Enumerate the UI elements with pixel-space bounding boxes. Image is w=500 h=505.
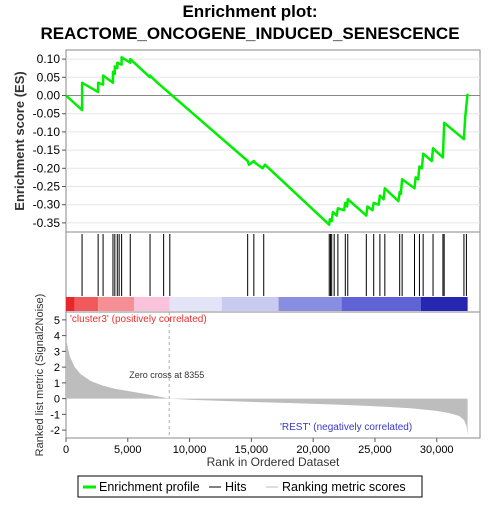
metric-panel-frame: [65, 311, 481, 439]
positive-correlation-label: 'cluster3' (positively correlated): [70, 314, 207, 325]
es-y-tick-label: -0.25: [33, 180, 61, 194]
legend: Enrichment profile Hits Ranking metric s…: [77, 475, 423, 498]
metric-y-tick-label: -2: [50, 425, 60, 437]
metric-y-tick-label: 2: [54, 362, 60, 374]
legend-metric-label: Ranking metric scores: [282, 480, 406, 494]
es-y-ticks: 0.10 0.05 0.00 -0.05 -0.10 -0.15 -0.20 -0.25 -0.…: [33, 52, 66, 230]
color-bar-segment: [420, 297, 468, 311]
es-y-tick-label: -0.35: [33, 216, 61, 230]
metric-y-tick-label: 1: [54, 378, 60, 390]
metric-panel: Zero cross at 8355 'cluster3' (positivel…: [34, 294, 481, 457]
metric-y-tick-label: 3: [54, 346, 60, 358]
color-bar-segment: [133, 297, 170, 311]
color-bar-segment: [221, 297, 279, 311]
color-bar-segment: [98, 297, 134, 311]
chart-title-line1: Enrichment plot:: [182, 2, 317, 21]
chart-title-line2: REACTOME_ONCOGENE_INDUCED_SENESCENCE: [40, 24, 459, 43]
x-tick-label: 10,000: [173, 444, 207, 456]
metric-y-tick-label: 4: [54, 331, 60, 343]
color-bar-segment: [66, 297, 75, 311]
color-bar-segment: [74, 297, 99, 311]
es-y-tick-label: 0.00: [37, 89, 61, 103]
es-gridlines: [66, 58, 480, 224]
x-tick-label: 30,000: [420, 444, 454, 456]
x-tick-label: 15,000: [235, 444, 269, 456]
color-bar-segment: [278, 297, 342, 311]
color-bar-segment: [341, 297, 421, 311]
es-panel-frame: [65, 49, 481, 233]
x-tick-label: 0: [63, 444, 69, 456]
es-y-tick-label: -0.30: [33, 198, 61, 212]
metric-y-tick-label: -1: [50, 409, 60, 421]
metric-y-axis-label: Ranked list metric (Signal2Noise): [34, 294, 46, 457]
hits-panel: [65, 231, 481, 313]
negative-correlation-label: 'REST' (negatively correlated): [280, 422, 412, 433]
es-y-tick-label: 0.05: [37, 70, 61, 84]
rank-color-bar: [66, 297, 468, 311]
legend-enrichment-label: Enrichment profile: [99, 480, 200, 494]
metric-y-tick-label: 5: [54, 315, 60, 327]
legend-box: [77, 475, 423, 498]
legend-hits-label: Hits: [225, 480, 247, 494]
es-y-tick-label: -0.15: [33, 143, 61, 157]
x-axis-label: Rank in Ordered Dataset: [207, 455, 340, 469]
es-y-tick-label: -0.05: [33, 107, 61, 121]
x-tick-label: 25,000: [358, 444, 392, 456]
es-y-tick-label: 0.10: [37, 52, 61, 66]
color-bar-segment: [169, 297, 222, 311]
zero-cross-label: Zero cross at 8355: [129, 370, 204, 380]
es-y-tick-label: -0.20: [33, 161, 61, 175]
es-panel: 0.10 0.05 0.00 -0.05 -0.10 -0.15 -0.20 -0.25 -0.…: [12, 49, 481, 233]
x-tick-label: 20,000: [296, 444, 330, 456]
x-axis-ticks: 0 5,000 10,000 15,000 20,000 25,000 30,000: [63, 438, 454, 456]
es-y-tick-label: -0.10: [33, 125, 61, 139]
x-tick-label: 5,000: [114, 444, 142, 456]
hit-lines: [81, 234, 467, 296]
es-y-axis-label: Enrichment score (ES): [12, 71, 27, 210]
metric-y-tick-label: 0: [54, 394, 60, 406]
metric-y-ticks: 5 4 3 2 1 0 -1 -2: [50, 315, 66, 437]
enrichment-profile-line: [65, 56, 469, 226]
